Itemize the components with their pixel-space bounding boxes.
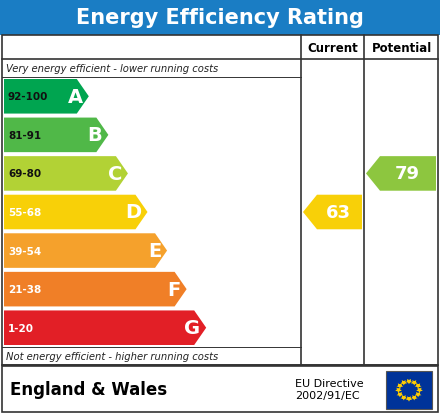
Text: England & Wales: England & Wales [10, 380, 167, 398]
Text: 1-20: 1-20 [8, 323, 34, 333]
Text: 55-68: 55-68 [8, 207, 41, 218]
Bar [2, 36, 438, 365]
Text: C: C [107, 164, 122, 183]
Polygon shape [400, 380, 407, 385]
Text: Current: Current [307, 41, 358, 55]
Text: 79: 79 [395, 165, 419, 183]
Text: Energy Efficiency Rating: Energy Efficiency Rating [76, 8, 364, 28]
Text: 39-54: 39-54 [8, 246, 41, 256]
Polygon shape [400, 395, 407, 401]
Polygon shape [303, 195, 362, 230]
Polygon shape [406, 396, 412, 401]
Polygon shape [415, 392, 422, 397]
Polygon shape [4, 195, 147, 230]
Text: F: F [167, 280, 180, 299]
Polygon shape [4, 118, 108, 153]
Text: Potential: Potential [372, 41, 432, 55]
Text: G: G [184, 318, 200, 337]
Text: Very energy efficient - lower running costs: Very energy efficient - lower running co… [6, 64, 218, 74]
Text: EU Directive: EU Directive [295, 378, 363, 388]
Text: 63: 63 [326, 204, 351, 221]
Polygon shape [411, 380, 418, 385]
Text: D: D [125, 203, 142, 222]
Polygon shape [396, 392, 403, 397]
Polygon shape [4, 311, 206, 345]
Polygon shape [4, 234, 167, 268]
Text: 92-100: 92-100 [8, 92, 48, 102]
Polygon shape [411, 395, 418, 401]
Polygon shape [4, 272, 187, 307]
Polygon shape [366, 157, 436, 191]
Bar [2, 366, 438, 412]
Polygon shape [406, 379, 412, 384]
Text: Not energy efficient - higher running costs: Not energy efficient - higher running co… [6, 351, 218, 361]
Text: 21-38: 21-38 [8, 285, 41, 294]
Text: A: A [68, 88, 83, 107]
Text: 69-80: 69-80 [8, 169, 41, 179]
Polygon shape [416, 388, 423, 393]
Bar [0, 0, 440, 36]
Polygon shape [415, 383, 422, 389]
Text: B: B [88, 126, 103, 145]
Text: 81-91: 81-91 [8, 131, 41, 140]
Bar [386, 371, 432, 409]
Polygon shape [4, 80, 89, 114]
Polygon shape [396, 383, 403, 389]
Text: E: E [148, 242, 161, 261]
Text: 2002/91/EC: 2002/91/EC [295, 390, 359, 400]
Polygon shape [4, 157, 128, 191]
Polygon shape [395, 388, 402, 393]
